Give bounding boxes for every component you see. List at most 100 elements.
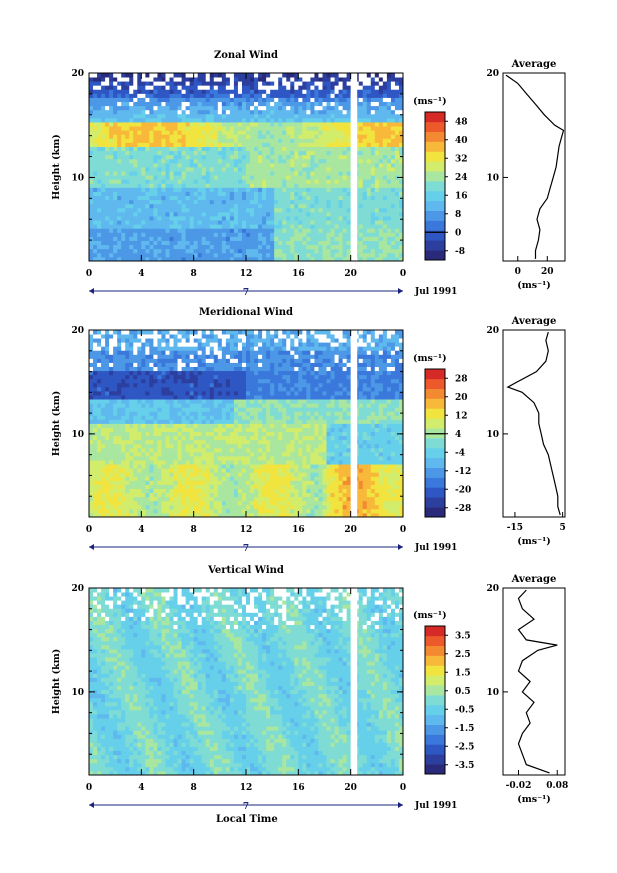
heatmap-cell — [193, 142, 199, 147]
heatmap-cell — [133, 419, 138, 424]
heatmap-cell — [302, 171, 307, 176]
heatmap-cell — [322, 150, 327, 156]
heatmap-cell — [97, 228, 102, 233]
heatmap-cell — [109, 109, 114, 115]
heatmap-cell — [326, 126, 331, 131]
heatmap-cell — [161, 496, 166, 502]
heatmap-cell — [233, 146, 239, 152]
heatmap-cell — [390, 199, 396, 205]
heatmap-cell — [362, 158, 368, 164]
heatmap-cell — [250, 199, 255, 205]
heatmap-cell — [262, 150, 267, 156]
heatmap-cell — [390, 252, 396, 258]
heatmap-cell — [121, 346, 126, 351]
heatmap-cell — [209, 228, 215, 233]
heatmap-cell — [173, 508, 178, 514]
heatmap-cell — [89, 350, 94, 355]
heatmap-cell — [181, 338, 187, 343]
heatmap-cell — [153, 500, 158, 506]
heatmap-cell — [302, 195, 307, 201]
heatmap-cell — [165, 354, 170, 359]
heatmap-cell — [225, 183, 231, 188]
heatmap-cell — [185, 195, 191, 201]
heatmap-cell — [153, 187, 158, 192]
heatmap-cell — [246, 162, 251, 168]
heatmap-cell — [89, 150, 94, 156]
heatmap-cell — [93, 456, 98, 461]
heatmap-cell — [314, 154, 319, 160]
heatmap-cell — [258, 207, 263, 213]
heatmap-cell — [290, 142, 295, 147]
heatmap-cell — [250, 220, 255, 225]
heatmap-cell — [322, 97, 327, 103]
heatmap-cell — [270, 126, 275, 131]
heatmap-cell — [125, 350, 130, 355]
heatmap-cell — [145, 236, 150, 241]
heatmap-cell — [153, 77, 158, 82]
heatmap-cell — [133, 354, 138, 359]
heatmap-cell — [374, 130, 380, 135]
heatmap-cell — [113, 109, 118, 115]
heatmap-cell — [105, 146, 110, 152]
heatmap-cell — [334, 97, 339, 103]
heatmap-cell — [362, 199, 368, 205]
heatmap-cell — [326, 89, 331, 94]
heatmap-cell — [97, 126, 102, 131]
heatmap-cell — [318, 195, 323, 201]
heatmap-cell — [334, 81, 339, 86]
heatmap-cell — [250, 150, 255, 156]
heatmap-cell — [209, 117, 215, 123]
heatmap-cell — [145, 488, 150, 494]
heatmap-cell — [250, 228, 255, 233]
heatmap-cell — [221, 81, 227, 86]
heatmap-cell — [101, 500, 106, 506]
heatmap-cell — [326, 117, 331, 123]
heatmap-cell — [181, 244, 187, 250]
heatmap-cell — [153, 419, 158, 424]
heatmap-cell — [386, 216, 392, 221]
heatmap-cell — [282, 252, 287, 258]
heatmap-cell — [133, 158, 138, 164]
heatmap-cell — [326, 150, 331, 156]
heatmap-cell — [185, 415, 191, 420]
heatmap-cell — [89, 370, 94, 376]
heatmap-cell — [286, 240, 291, 246]
heatmap-cell — [254, 224, 259, 229]
heatmap-cell — [310, 122, 315, 127]
heatmap-cell — [169, 395, 174, 400]
heatmap-cell — [382, 228, 388, 233]
heatmap-cell — [121, 350, 126, 355]
heatmap-cell — [262, 142, 267, 147]
heatmap-cell — [89, 248, 94, 254]
heatmap-cell — [105, 496, 110, 502]
heatmap-cell — [386, 220, 392, 225]
heatmap-cell — [133, 390, 138, 396]
heatmap-cell — [101, 85, 106, 90]
heatmap-cell — [141, 447, 146, 453]
heatmap-cell — [93, 150, 98, 156]
heatmap-cell — [153, 191, 158, 197]
heatmap-cell — [274, 126, 279, 131]
heatmap-cell — [149, 411, 154, 416]
heatmap-cell — [137, 236, 142, 241]
heatmap-cell — [129, 203, 134, 209]
heatmap-cell — [310, 89, 315, 94]
heatmap-cell — [298, 146, 303, 152]
heatmap-cell — [177, 492, 182, 498]
heatmap-cell — [278, 105, 283, 111]
heatmap-cell — [386, 199, 392, 205]
heatmap-cell — [334, 244, 339, 250]
heatmap-cell — [97, 419, 102, 424]
heatmap-cell — [221, 220, 227, 225]
heatmap-cell — [366, 89, 372, 94]
heatmap-cell — [330, 154, 335, 160]
heatmap-cell — [278, 216, 283, 221]
heatmap-cell — [117, 117, 122, 123]
heatmap-cell — [270, 162, 275, 168]
heatmap-cell — [362, 228, 368, 233]
heatmap-cell — [278, 97, 283, 103]
heatmap-cell — [314, 126, 319, 131]
heatmap-cell — [145, 492, 150, 498]
panel-title: Zonal Wind — [214, 50, 278, 61]
heatmap-cell — [358, 101, 364, 107]
